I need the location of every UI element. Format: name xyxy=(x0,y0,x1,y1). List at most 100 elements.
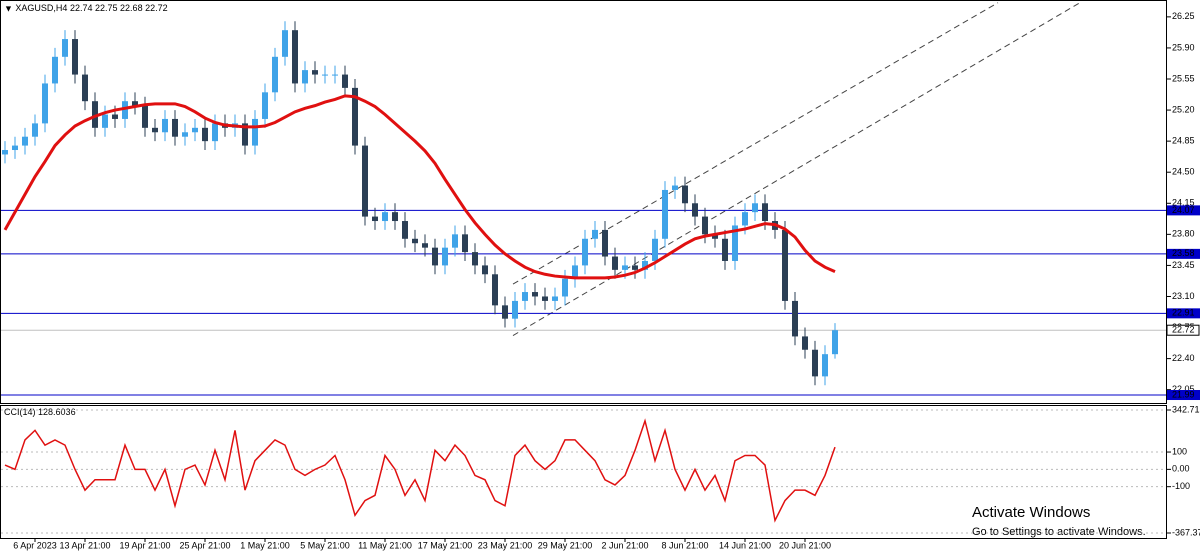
symbol: XAGUSD,H4 xyxy=(15,3,67,13)
candle-body xyxy=(542,296,548,301)
x-tick-label: 1 May 21:00 xyxy=(240,540,290,550)
y-tick-label: -100 xyxy=(1172,481,1190,491)
candle-body xyxy=(242,123,248,146)
header-open: 22.74 xyxy=(70,3,93,13)
level-label: 23.58 xyxy=(1172,248,1195,258)
watermark-title: Activate Windows xyxy=(972,504,1090,521)
y-tick-label: 24.85 xyxy=(1172,136,1195,146)
candle-body xyxy=(122,101,128,119)
x-tick-label: 17 May 21:00 xyxy=(418,540,473,550)
candle-body xyxy=(12,145,18,151)
candle-body xyxy=(602,229,608,257)
x-tick-label: 19 Apr 21:00 xyxy=(119,540,170,550)
candle-body xyxy=(292,30,298,84)
header-low: 22.68 xyxy=(120,3,143,13)
candle-body xyxy=(622,265,628,270)
candle-body xyxy=(562,278,568,297)
candle-body xyxy=(762,203,768,222)
candle-body xyxy=(172,118,178,137)
indicator-title: CCI(14) xyxy=(4,407,36,417)
candle-body xyxy=(462,234,468,253)
candle-body xyxy=(502,305,508,319)
candle-body xyxy=(392,212,398,222)
level-label: 21.99 xyxy=(1172,389,1195,399)
candle-body xyxy=(92,101,98,128)
candle-body xyxy=(42,83,48,124)
candle-body xyxy=(832,330,838,355)
candle-body xyxy=(142,105,148,128)
candle-body xyxy=(62,39,68,57)
candle-body xyxy=(362,145,368,217)
candle-body xyxy=(212,123,218,142)
candle-body xyxy=(532,292,538,297)
candle-body xyxy=(712,234,718,239)
candle-body xyxy=(372,216,378,222)
candle-body xyxy=(272,56,278,93)
level-label: 22.91 xyxy=(1172,308,1195,318)
candle-body xyxy=(342,74,348,88)
y-tick-label: 100 xyxy=(1172,446,1187,456)
level-tag xyxy=(1167,205,1200,216)
candle-body xyxy=(52,56,58,84)
y-tick-label: 22.05 xyxy=(1172,384,1195,394)
candle-body xyxy=(652,238,658,261)
candle-body xyxy=(282,30,288,57)
candle-body xyxy=(102,114,108,128)
indicator-header: CCI(14) 128.6036 xyxy=(4,407,76,417)
candle-body xyxy=(732,225,738,261)
candle-body xyxy=(2,150,8,155)
y-tick-label: 0.00 xyxy=(1172,464,1190,474)
candle-body xyxy=(582,238,588,266)
y-tick-label: 23.80 xyxy=(1172,229,1195,239)
candle-body xyxy=(452,234,458,248)
candle-body xyxy=(162,118,168,133)
x-tick-label: 2 Jun 21:00 xyxy=(601,540,648,550)
x-tick-label: 25 Apr 21:00 xyxy=(179,540,230,550)
moving-average xyxy=(3,94,836,280)
candle-body xyxy=(302,70,308,84)
candle-body xyxy=(752,203,758,213)
y-tick-label: 24.50 xyxy=(1172,167,1195,177)
candle-body xyxy=(442,247,448,266)
candle-body xyxy=(812,349,818,377)
y-tick-label: 24.15 xyxy=(1172,198,1195,208)
candle-body xyxy=(472,252,478,266)
level-label: 24.07 xyxy=(1172,205,1195,215)
candle-body xyxy=(112,114,118,119)
candle-body xyxy=(612,256,618,270)
price-panel xyxy=(0,0,1167,404)
level-tag xyxy=(1167,390,1200,401)
indicator-panel xyxy=(0,405,1167,539)
candle-body xyxy=(682,185,688,204)
y-tick-label: 23.10 xyxy=(1172,291,1195,301)
candle-body xyxy=(382,212,388,222)
candle-body xyxy=(352,87,358,146)
candle-body xyxy=(402,221,408,239)
candle-body xyxy=(512,300,518,319)
x-tick-label: 8 Jun 21:00 xyxy=(661,540,708,550)
x-tick-label: 11 May 21:00 xyxy=(358,540,412,550)
y-tick-label: 342.715 xyxy=(1172,404,1200,414)
candle-body xyxy=(252,118,258,146)
last-price-label: 22.72 xyxy=(1172,325,1195,335)
x-tick-label: 5 May 21:00 xyxy=(300,540,350,550)
candle-body xyxy=(332,74,338,76)
candle-body xyxy=(782,229,788,301)
y-tick-label: -367.374 xyxy=(1172,527,1200,537)
candle-body xyxy=(182,132,188,137)
last-price-tag xyxy=(1166,324,1200,336)
candle-body xyxy=(792,300,798,337)
header-close: 22.72 xyxy=(145,3,168,13)
x-tick-label: 13 Apr 21:00 xyxy=(59,540,110,550)
candle-body xyxy=(492,274,498,306)
x-tick-label: 29 May 21:00 xyxy=(538,540,593,550)
candle-body xyxy=(692,203,698,217)
candle-body xyxy=(432,247,438,266)
candle-body xyxy=(82,74,88,102)
candle-body xyxy=(152,127,158,133)
candle-body xyxy=(412,238,418,244)
candle-body xyxy=(572,265,578,279)
y-tick-label: 25.90 xyxy=(1172,42,1195,52)
x-tick-label: 6 Apr 2023 xyxy=(13,540,57,550)
